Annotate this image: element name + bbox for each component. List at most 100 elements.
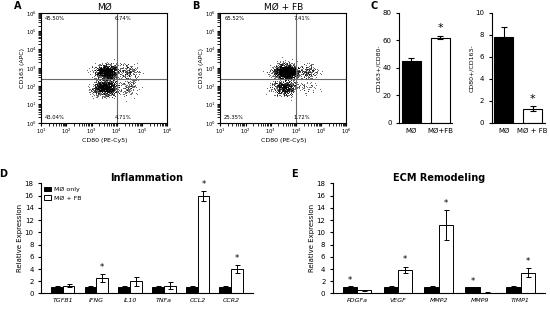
Point bbox=[287, 69, 295, 74]
Point bbox=[101, 69, 110, 74]
Point bbox=[291, 69, 300, 74]
Point bbox=[106, 90, 114, 95]
Point bbox=[304, 71, 313, 76]
Point bbox=[103, 86, 112, 91]
Point bbox=[95, 70, 104, 75]
Point bbox=[106, 69, 115, 74]
Point bbox=[102, 93, 111, 98]
Point bbox=[269, 69, 278, 74]
Point bbox=[287, 70, 295, 76]
Point bbox=[279, 65, 288, 70]
Point bbox=[284, 70, 293, 76]
Point bbox=[99, 87, 108, 93]
Point bbox=[101, 78, 109, 83]
Point bbox=[271, 64, 280, 69]
Point bbox=[275, 66, 284, 71]
Point bbox=[92, 86, 101, 91]
Point bbox=[277, 67, 286, 72]
Point bbox=[114, 70, 123, 75]
Point bbox=[107, 76, 116, 81]
Point bbox=[306, 73, 315, 78]
Point bbox=[280, 71, 289, 76]
Point bbox=[286, 65, 295, 70]
Point bbox=[104, 82, 113, 87]
Point bbox=[102, 65, 111, 70]
Point bbox=[276, 67, 284, 72]
Point bbox=[89, 95, 97, 100]
Point bbox=[103, 87, 112, 92]
Point bbox=[268, 70, 277, 75]
Point bbox=[277, 73, 285, 78]
Point bbox=[101, 85, 109, 90]
Point bbox=[94, 71, 103, 76]
Point bbox=[91, 87, 100, 92]
Point bbox=[274, 90, 283, 95]
Point bbox=[106, 81, 114, 86]
Point bbox=[102, 79, 111, 84]
Point bbox=[101, 67, 110, 72]
Point bbox=[97, 66, 106, 71]
Point bbox=[94, 80, 102, 85]
Point bbox=[97, 67, 106, 72]
Point bbox=[92, 91, 101, 96]
Point bbox=[287, 61, 296, 66]
Point bbox=[279, 84, 288, 89]
Point bbox=[276, 68, 285, 73]
Point bbox=[283, 62, 292, 67]
Point bbox=[278, 71, 287, 76]
Point bbox=[104, 64, 113, 70]
Point bbox=[278, 73, 287, 78]
Point bbox=[268, 68, 277, 73]
Point bbox=[287, 84, 296, 89]
Point bbox=[269, 72, 278, 77]
Point bbox=[113, 85, 122, 90]
Point bbox=[282, 70, 291, 76]
Point bbox=[98, 88, 107, 93]
Point bbox=[102, 67, 111, 72]
Point bbox=[287, 67, 295, 72]
Point bbox=[283, 66, 292, 71]
Point bbox=[96, 70, 105, 76]
Point bbox=[294, 65, 302, 70]
Point bbox=[280, 70, 289, 75]
Point bbox=[273, 67, 282, 72]
Point bbox=[284, 72, 293, 78]
Point bbox=[97, 81, 106, 86]
Point bbox=[284, 71, 293, 76]
Point bbox=[96, 81, 105, 86]
Point bbox=[289, 71, 298, 76]
Point bbox=[103, 83, 112, 88]
Point bbox=[280, 84, 289, 89]
Point bbox=[123, 62, 132, 67]
Point bbox=[96, 67, 105, 72]
Point bbox=[92, 89, 101, 94]
Point bbox=[92, 88, 101, 93]
Point bbox=[109, 88, 118, 93]
Point bbox=[290, 82, 299, 87]
Point bbox=[96, 63, 104, 68]
Point bbox=[101, 79, 110, 84]
Point bbox=[97, 69, 106, 74]
Point bbox=[278, 90, 287, 95]
Point bbox=[285, 91, 294, 96]
Point bbox=[282, 83, 290, 88]
Point bbox=[287, 68, 295, 73]
Point bbox=[101, 88, 109, 93]
Point bbox=[287, 71, 295, 77]
Point bbox=[287, 76, 296, 81]
Point bbox=[279, 69, 288, 74]
Point bbox=[269, 67, 278, 72]
Point bbox=[272, 69, 281, 74]
Point bbox=[97, 79, 106, 85]
Point bbox=[87, 86, 96, 91]
Point bbox=[105, 69, 114, 74]
Point bbox=[283, 66, 292, 71]
Point bbox=[91, 70, 100, 75]
Point bbox=[112, 61, 120, 66]
Point bbox=[102, 71, 111, 76]
Point bbox=[285, 86, 294, 91]
Point bbox=[120, 91, 129, 96]
Point bbox=[133, 88, 141, 93]
Point bbox=[280, 69, 289, 74]
Point bbox=[107, 95, 116, 100]
